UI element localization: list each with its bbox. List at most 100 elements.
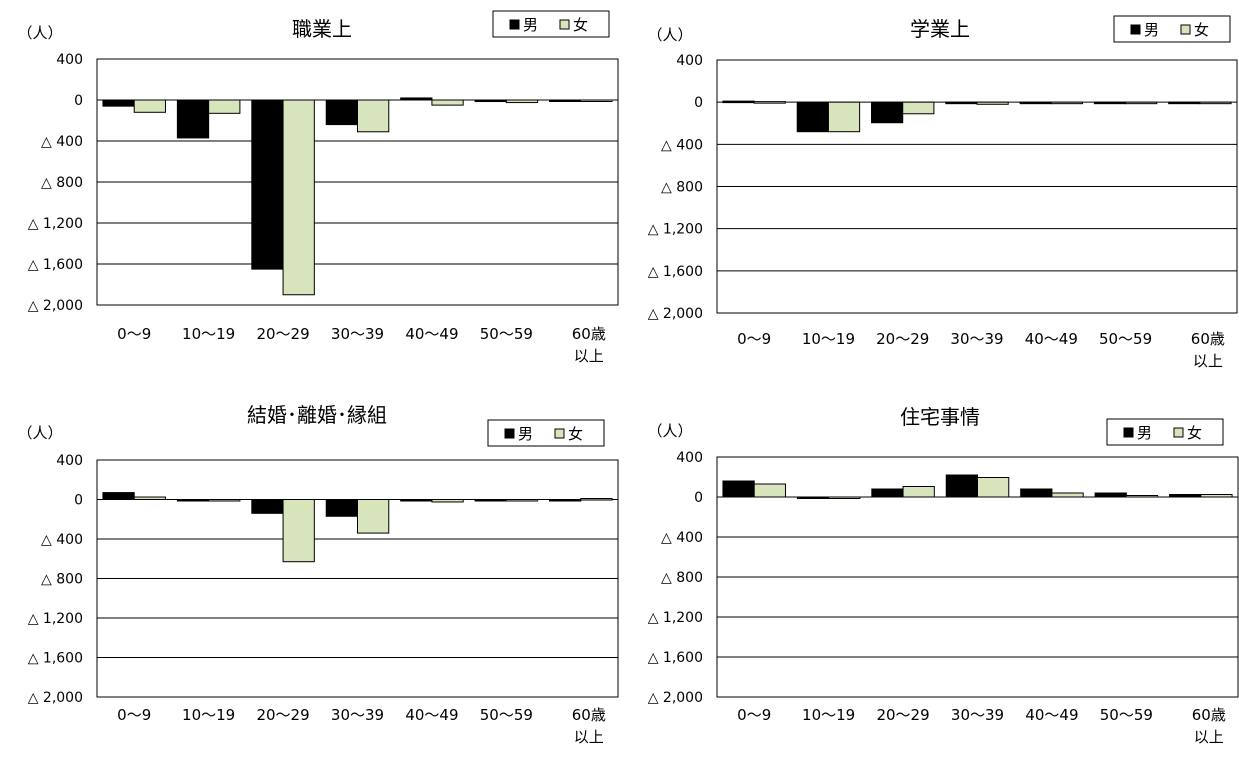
bar-male (1093, 101, 1127, 105)
bar-female (902, 101, 935, 115)
chart-title: 職業上 (292, 17, 352, 41)
bar-female (431, 99, 464, 106)
x-tick-label: 10～19 (182, 706, 235, 724)
y-tick-label: △ 400 (41, 134, 83, 150)
x-tick-label: 50～59 (1100, 706, 1153, 724)
chart-svg-4: 住宅事情（人）男女4000△ 400△ 800△ 1,200△ 1,600△ 2… (647, 405, 1239, 746)
bar-male (325, 499, 358, 517)
legend-label-female: 女 (1194, 21, 1209, 39)
legend-swatch-female (559, 19, 570, 30)
x-tick-label: 10～19 (182, 325, 235, 343)
bar-female (580, 99, 613, 102)
y-tick-label: 0 (74, 93, 83, 109)
x-tick-label: 20～29 (256, 325, 309, 343)
bar-female (828, 496, 861, 499)
y-tick-label: △ 1,200 (648, 610, 703, 626)
bar-male (549, 99, 582, 102)
x-tick-label: 20～29 (876, 330, 929, 348)
bar-male (1019, 101, 1052, 105)
x-tick-label: 10～19 (802, 706, 855, 724)
legend-swatch-male (509, 19, 520, 30)
x-tick-label: 以上 (574, 347, 604, 365)
legend: 男女 (487, 419, 605, 447)
bar-male (251, 499, 284, 514)
y-tick-label: △ 1,600 (28, 651, 83, 667)
chart-panel-2: 学業上 （人）男女 400 0 △ 400 △ 800 △ 1,200 △ 1,600 △ 2,… (620, 0, 1239, 380)
legend-swatch-female (1180, 24, 1191, 35)
chart-title: 住宅事情 (900, 405, 980, 429)
bar-female (282, 499, 315, 563)
bar-male (1094, 492, 1127, 498)
y-tick-label: △ 2,000 (28, 298, 83, 314)
bar-female (357, 99, 390, 133)
bar-female (580, 498, 613, 501)
x-tick-label: 60歳 (1192, 706, 1226, 724)
x-tick-label: 以上 (574, 728, 604, 746)
x-tick-label: 30～39 (331, 325, 384, 343)
plot-frame (96, 58, 619, 306)
legend-label-female: 女 (573, 16, 588, 34)
bar-male (871, 101, 904, 124)
x-tick-label: 0～9 (117, 325, 151, 343)
x-tick-label: 0～9 (737, 706, 771, 724)
chart-title: 学業上 (910, 17, 970, 41)
y-tick-label: 400 (676, 53, 703, 69)
bar-male (722, 100, 755, 104)
y-tick-label: △ 2,000 (648, 690, 703, 706)
legend-label-male: 男 (1137, 424, 1152, 442)
chart-svg-2: 学業上（人）男女4000△ 400△ 800△ 1,200△ 1,600△ 2,… (647, 15, 1238, 370)
y-tick-label: △ 400 (41, 532, 83, 548)
legend-swatch-female (1173, 427, 1184, 438)
chart-svg-3: 結婚･離婚･縁組（人）男女4000△ 400△ 800△ 1,200△ 1,60… (17, 403, 619, 746)
y-tick-label: △ 800 (661, 180, 703, 196)
bar-female (133, 99, 166, 113)
x-tick-label: 20～29 (876, 706, 929, 724)
bar-male (549, 499, 582, 502)
x-tick-label: 40～49 (1025, 330, 1078, 348)
bar-female (1125, 101, 1158, 105)
x-tick-label: 0～9 (117, 706, 151, 724)
bar-male (945, 474, 978, 498)
y-tick-label: 0 (74, 493, 83, 509)
y-tick-label: △ 2,000 (648, 306, 703, 322)
legend: 男女 (1106, 418, 1224, 446)
y-tick-label: △ 2,000 (28, 690, 83, 706)
x-tick-label: 60歳 (572, 706, 606, 724)
unit-label: （人） (17, 24, 62, 42)
bar-male (871, 488, 904, 498)
bar-female (976, 101, 1009, 105)
legend-swatch-male (1130, 24, 1141, 35)
chart-svg-1: 職業上（人）男女4000△ 400△ 800△ 1,200△ 1,600△ 2,… (17, 10, 619, 365)
bar-female (505, 499, 539, 502)
bar-female (1200, 494, 1233, 498)
chart-panel-4: 住宅事情 （人）男女 400 0 △ 400 △ 800 △ 1,200 △ 1,600 △ 2… (620, 380, 1239, 760)
y-tick-label: 400 (56, 453, 83, 469)
legend: 男女 (492, 10, 610, 38)
x-tick-label: 10～19 (802, 330, 855, 348)
x-tick-label: 50～59 (480, 706, 533, 724)
bar-female (977, 477, 1010, 498)
legend: 男女 (1113, 15, 1231, 43)
unit-label: （人） (17, 424, 62, 442)
bar-male (796, 496, 830, 499)
bar-male (1169, 494, 1202, 498)
legend-label-male: 男 (518, 425, 533, 443)
bar-male (102, 99, 135, 107)
legend-swatch-female (554, 428, 565, 439)
bar-male (722, 480, 755, 498)
x-tick-label: 0～9 (737, 330, 771, 348)
bar-male (325, 99, 358, 126)
unit-label: （人） (647, 26, 692, 44)
bar-male (251, 99, 284, 270)
x-tick-label: 50～59 (480, 325, 533, 343)
y-tick-label: △ 800 (41, 572, 83, 588)
bar-female (208, 99, 241, 114)
legend-label-female: 女 (568, 425, 583, 443)
legend-label-male: 男 (523, 16, 538, 34)
bar-male (1168, 101, 1201, 105)
y-tick-label: △ 1,200 (648, 222, 703, 238)
y-tick-label: 400 (676, 450, 703, 466)
x-tick-label: 40～49 (405, 325, 458, 343)
y-tick-label: △ 800 (41, 175, 83, 191)
x-tick-label: 20～29 (256, 706, 309, 724)
